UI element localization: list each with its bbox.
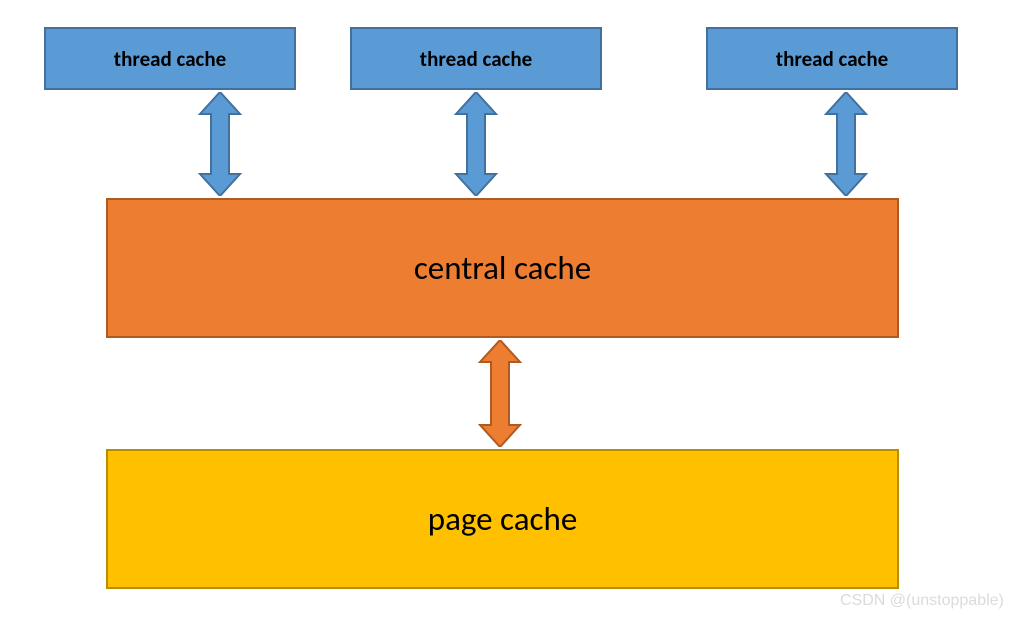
thread-cache-box-3: thread cache: [706, 27, 958, 90]
thread-cache-label-1: thread cache: [114, 46, 226, 72]
central-cache-box: central cache: [106, 198, 899, 338]
watermark-text: CSDN @(unstoppable): [840, 592, 1004, 610]
page-cache-box: page cache: [106, 449, 899, 589]
thread-cache-label-2: thread cache: [420, 46, 532, 72]
arrow-central-page: [478, 340, 522, 447]
central-cache-label: central cache: [414, 248, 591, 288]
arrow-thread1-central: [198, 92, 242, 196]
thread-cache-box-2: thread cache: [350, 27, 602, 90]
arrow-thread2-central: [454, 92, 498, 196]
page-cache-label: page cache: [428, 499, 577, 539]
thread-cache-label-3: thread cache: [776, 46, 888, 72]
arrow-thread3-central: [824, 92, 868, 196]
thread-cache-box-1: thread cache: [44, 27, 296, 90]
